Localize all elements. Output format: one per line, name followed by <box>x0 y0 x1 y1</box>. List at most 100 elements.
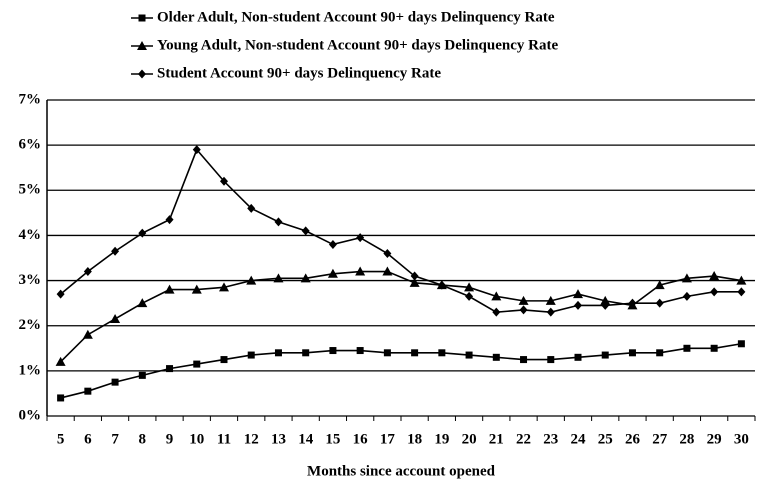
legend-label: Older Adult, Non-student Account 90+ day… <box>157 9 555 25</box>
data-point <box>111 378 119 386</box>
y-tick-label: 3% <box>19 272 42 288</box>
data-point <box>409 277 420 287</box>
data-point <box>492 307 501 317</box>
x-tick-label: 28 <box>679 431 694 447</box>
data-point <box>56 289 65 299</box>
data-point <box>165 215 174 225</box>
x-tick-label: 21 <box>489 431 504 447</box>
x-tick-label: 6 <box>84 431 92 447</box>
data-point <box>709 271 720 281</box>
x-tick-label: 14 <box>298 431 314 447</box>
data-point <box>220 176 228 186</box>
x-tick-label: 23 <box>543 431 558 447</box>
data-point <box>219 282 229 292</box>
data-point <box>547 356 555 364</box>
data-point <box>192 145 201 155</box>
data-point <box>247 351 255 359</box>
x-tick-label: 27 <box>652 431 668 447</box>
data-point <box>355 266 366 276</box>
x-tick-label: 29 <box>707 431 722 447</box>
data-point <box>491 291 502 301</box>
data-point <box>356 233 365 243</box>
data-point <box>737 340 745 348</box>
data-point <box>329 347 337 355</box>
legend-label: Young Adult, Non-student Account 90+ day… <box>157 37 558 53</box>
data-point <box>710 344 718 352</box>
series-line <box>60 148 742 313</box>
x-tick-label: 22 <box>516 431 531 447</box>
x-axis-label: Months since account opened <box>307 463 496 479</box>
data-point <box>301 226 310 236</box>
data-point <box>411 349 419 357</box>
data-point <box>164 284 175 294</box>
data-point <box>138 228 147 238</box>
x-tick-label: 13 <box>271 431 286 447</box>
data-point <box>681 273 692 283</box>
x-tick-label: 30 <box>734 431 749 447</box>
data-point <box>55 356 66 366</box>
data-point <box>737 287 746 297</box>
x-tick-label: 10 <box>189 431 204 447</box>
x-tick-label: 25 <box>598 431 613 447</box>
data-point <box>410 271 419 281</box>
x-tick-label: 20 <box>462 431 477 447</box>
data-point <box>654 280 665 290</box>
data-point <box>300 273 311 283</box>
y-tick-label: 5% <box>19 182 42 198</box>
data-point <box>110 313 121 323</box>
data-point <box>191 284 202 294</box>
y-tick-label: 1% <box>19 362 42 378</box>
x-tick-label: 17 <box>380 431 396 447</box>
data-point <box>382 266 393 276</box>
data-point <box>57 394 65 402</box>
data-point <box>137 298 148 308</box>
series-line <box>60 342 742 399</box>
data-point <box>138 371 146 379</box>
data-point <box>383 349 391 357</box>
data-point <box>82 329 93 339</box>
x-tick-label: 15 <box>325 431 340 447</box>
y-tick-label: 7% <box>19 91 42 107</box>
x-tick-label: 18 <box>407 431 422 447</box>
data-point <box>656 349 664 357</box>
data-point <box>438 349 446 357</box>
data-point <box>465 291 474 301</box>
x-tick-label: 7 <box>111 431 119 447</box>
data-point <box>710 287 719 297</box>
x-tick-label: 16 <box>353 431 369 447</box>
data-point <box>166 365 174 373</box>
y-tick-label: 4% <box>19 227 42 243</box>
data-point <box>273 273 284 283</box>
legend-label: Student Account 90+ days Delinquency Rat… <box>157 65 441 81</box>
x-tick-label: 9 <box>166 431 174 447</box>
data-point <box>246 275 257 285</box>
data-point <box>111 246 120 256</box>
data-point <box>437 280 446 290</box>
data-point <box>573 289 583 299</box>
x-tick-label: 24 <box>571 431 587 447</box>
legend-marker <box>138 69 146 79</box>
data-point <box>247 203 256 213</box>
data-point <box>492 353 500 361</box>
data-point <box>193 360 201 368</box>
data-point <box>683 344 691 352</box>
data-point <box>545 295 556 305</box>
x-tick-label: 12 <box>244 431 259 447</box>
data-point <box>83 267 92 277</box>
data-point <box>518 295 529 305</box>
data-point <box>383 248 392 258</box>
y-tick-label: 6% <box>19 137 42 153</box>
data-point <box>574 300 582 310</box>
data-point <box>356 347 364 355</box>
data-point <box>682 291 691 301</box>
data-point <box>655 298 664 308</box>
data-point <box>601 351 609 359</box>
data-point <box>464 282 475 292</box>
data-point <box>220 356 228 364</box>
y-tick-label: 0% <box>19 407 42 423</box>
x-tick-label: 19 <box>434 431 449 447</box>
x-tick-label: 11 <box>217 431 231 447</box>
series-line <box>60 270 742 363</box>
data-point <box>465 351 473 359</box>
